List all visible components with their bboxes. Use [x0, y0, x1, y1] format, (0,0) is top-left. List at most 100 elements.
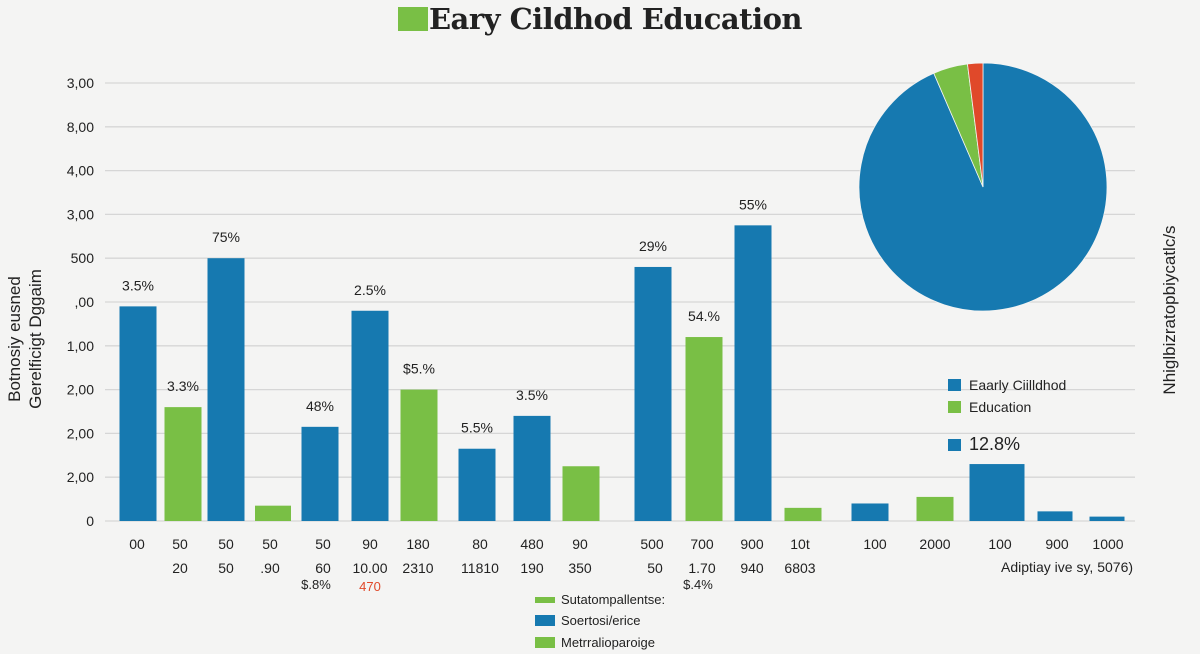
y-axis-label-line1: Botnosiy eusned — [5, 276, 24, 402]
bar-data-label: 3.5% — [122, 277, 154, 293]
x-tick-label: 700 — [690, 536, 714, 552]
x-tick-label: 50 — [262, 536, 278, 552]
x-tick-label-row2: 20 — [172, 560, 188, 576]
x-tick-label-row2: 940 — [740, 560, 764, 576]
legend-label: Eaarly Ciilldhod — [969, 377, 1067, 393]
x-tick-label-row2: 60 — [315, 560, 331, 576]
bar-data-label: 29% — [639, 238, 667, 254]
title-green-square — [397, 7, 428, 31]
bar-data-label: 2.5% — [354, 282, 386, 298]
bar-3 — [207, 258, 245, 521]
bar-15 — [851, 503, 889, 521]
bar-9 — [513, 415, 551, 521]
bar-data-label: 75% — [212, 229, 240, 245]
x-tick-label: 500 — [640, 536, 664, 552]
x-tick-label-row2: 50 — [218, 560, 234, 576]
y-tick-label: 1,00 — [67, 338, 94, 354]
legend-swatch — [948, 379, 961, 391]
x-tick-label: 50 — [315, 536, 331, 552]
bar-1 — [119, 306, 157, 521]
pie-slice-3 — [967, 62, 984, 188]
x-tick-label: 00 — [129, 536, 145, 552]
x-tick-label-row2: .90 — [260, 560, 280, 576]
legend-label: Sutatompallentse: — [561, 592, 666, 607]
x-tick-label-row3: $.8% — [301, 577, 331, 592]
bar-2 — [164, 407, 202, 521]
bar-5 — [301, 426, 339, 521]
x-tick-label-row3: $.4% — [683, 577, 713, 592]
title-text: Eary Cildhod Education — [428, 2, 803, 36]
x-tick-label: 2000 — [919, 536, 950, 552]
x-tick-label-row2: 2310 — [402, 560, 433, 576]
bottom-legend-item-2: Soertosi/erice — [535, 613, 640, 628]
legend-item-percent: 12.8% — [948, 434, 1020, 455]
x-tick-label: 900 — [1045, 536, 1069, 552]
right-axis-label: Nhiglbizratopbiycatlc/s — [1160, 225, 1179, 395]
bar-17 — [969, 464, 1025, 521]
x-tick-label: 900 — [740, 536, 764, 552]
bottom-legend-item-3: Metrralioparoige — [535, 635, 655, 650]
bar-10 — [562, 466, 600, 521]
bar-11 — [634, 266, 672, 521]
y-axis-label-line2: Gerelficigt Dggaim — [26, 269, 45, 409]
legend-swatch — [948, 438, 961, 451]
y-axis-label: Botnosiy eusned Gerelficigt Dggaim — [4, 219, 46, 459]
bar-13 — [734, 225, 772, 521]
legend-item-education: Education — [948, 399, 1031, 415]
x-tick-label: 100 — [988, 536, 1012, 552]
x-tick-label: 480 — [520, 536, 544, 552]
y-tick-label: ,00 — [75, 294, 95, 310]
legend-swatch — [535, 596, 555, 603]
bar-6 — [351, 310, 389, 521]
legend-swatch — [535, 615, 555, 626]
x-tick-label-row2: 190 — [520, 560, 544, 576]
bar-data-label: $5.% — [403, 361, 435, 377]
x-tick-label-row2: 50 — [647, 560, 663, 576]
bar-16 — [916, 496, 954, 521]
x-tick-label-row2: 10.00 — [352, 560, 387, 576]
bar-data-label: 3.5% — [516, 387, 548, 403]
bar-18 — [1037, 511, 1073, 521]
legend-label: Education — [969, 399, 1032, 415]
legend-swatch — [535, 637, 555, 648]
bar-data-label: 5.5% — [461, 420, 493, 436]
x-tick-label: 1000 — [1092, 536, 1123, 552]
y-tick-label: 2,00 — [67, 425, 94, 441]
x-tick-label-row3: 470 — [359, 579, 381, 594]
y-tick-label: 8,00 — [67, 119, 94, 135]
bar-data-label: 3.3% — [167, 378, 199, 394]
x-tick-label: 50 — [218, 536, 234, 552]
y-tick-label: 4,00 — [67, 163, 94, 179]
bottom-legend-item-1: Sutatompallentse: — [535, 592, 665, 607]
bar-8 — [458, 448, 496, 521]
y-tick-label: 3,00 — [67, 206, 94, 222]
bar-7 — [400, 389, 438, 521]
y-tick-label: 2,00 — [67, 382, 94, 398]
y-tick-label: 500 — [71, 250, 95, 266]
legend-item-early-childhood: Eaarly Ciilldhod — [948, 377, 1066, 393]
x-tick-label-row2: 350 — [568, 560, 592, 576]
x-tick-label: 180 — [406, 536, 430, 552]
x-tick-label: 10t — [790, 536, 810, 552]
x-tick-label-row2: 11810 — [461, 560, 499, 576]
bar-data-label: 48% — [306, 398, 334, 414]
x-axis-note: Adiptiay ive sy, 5076) — [1001, 559, 1133, 575]
x-tick-label: 50 — [172, 536, 188, 552]
y-tick-label: 2,00 — [67, 469, 94, 485]
x-tick-label: 80 — [472, 536, 488, 552]
bar-data-label: 55% — [739, 196, 767, 212]
legend-swatch — [948, 401, 961, 413]
bar-data-label: 54.% — [688, 308, 720, 324]
y-tick-label: 0 — [86, 513, 94, 529]
x-tick-label: 90 — [572, 536, 588, 552]
x-tick-label: 100 — [863, 536, 887, 552]
x-tick-label-row2: 6803 — [784, 560, 815, 576]
x-tick-label-row2: 1.70 — [688, 560, 715, 576]
legend-label: 12.8% — [969, 434, 1021, 454]
bar-4 — [255, 505, 291, 521]
chart-title: Eary Cildhod Education — [0, 2, 1200, 36]
bar-14 — [784, 507, 822, 521]
y-tick-label: 3,00 — [67, 75, 94, 91]
